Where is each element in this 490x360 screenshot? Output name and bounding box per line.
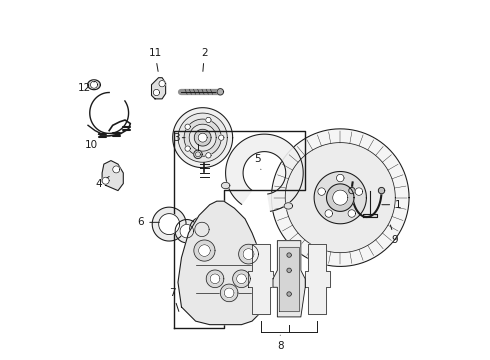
Polygon shape	[284, 203, 293, 209]
Polygon shape	[355, 188, 363, 195]
Polygon shape	[337, 174, 344, 182]
Polygon shape	[217, 89, 223, 95]
Polygon shape	[305, 244, 330, 314]
Polygon shape	[152, 207, 186, 241]
Polygon shape	[153, 89, 160, 96]
Polygon shape	[102, 177, 109, 184]
Polygon shape	[178, 113, 227, 162]
Polygon shape	[88, 80, 100, 90]
Text: 11: 11	[148, 48, 162, 71]
Polygon shape	[210, 274, 220, 284]
Polygon shape	[248, 244, 273, 314]
Polygon shape	[194, 240, 215, 261]
Polygon shape	[221, 183, 230, 189]
Polygon shape	[102, 161, 123, 190]
Polygon shape	[224, 288, 234, 298]
Polygon shape	[363, 213, 377, 217]
Polygon shape	[318, 188, 325, 195]
Text: 4: 4	[95, 176, 109, 189]
Polygon shape	[185, 146, 190, 151]
Text: 1: 1	[382, 200, 402, 210]
Polygon shape	[287, 268, 291, 273]
Polygon shape	[206, 270, 224, 288]
Text: 12: 12	[78, 81, 95, 93]
Polygon shape	[159, 213, 180, 235]
Polygon shape	[172, 108, 233, 168]
Text: 7: 7	[170, 288, 179, 311]
Polygon shape	[180, 224, 194, 238]
Polygon shape	[198, 245, 210, 256]
Polygon shape	[198, 133, 207, 142]
Polygon shape	[159, 81, 165, 87]
Polygon shape	[239, 244, 258, 264]
Polygon shape	[189, 124, 216, 151]
Polygon shape	[279, 247, 299, 311]
Polygon shape	[333, 190, 348, 205]
Polygon shape	[185, 124, 190, 130]
Polygon shape	[348, 210, 356, 217]
Polygon shape	[287, 253, 291, 257]
Polygon shape	[273, 241, 305, 317]
Polygon shape	[237, 274, 246, 284]
Polygon shape	[206, 153, 211, 158]
Polygon shape	[285, 143, 395, 253]
Polygon shape	[175, 220, 198, 243]
Text: 6: 6	[138, 217, 159, 227]
Polygon shape	[190, 217, 214, 242]
Text: 3: 3	[173, 133, 185, 143]
Polygon shape	[314, 171, 367, 224]
Polygon shape	[220, 284, 238, 302]
Polygon shape	[225, 134, 303, 211]
Text: 9: 9	[391, 225, 398, 245]
Polygon shape	[233, 270, 250, 288]
Polygon shape	[243, 249, 254, 260]
Polygon shape	[194, 150, 202, 158]
Polygon shape	[326, 184, 354, 211]
Text: 8: 8	[277, 335, 284, 351]
Polygon shape	[206, 117, 211, 123]
Polygon shape	[151, 78, 166, 99]
Polygon shape	[178, 201, 266, 325]
Polygon shape	[271, 129, 409, 266]
Polygon shape	[196, 152, 200, 157]
Polygon shape	[325, 210, 333, 217]
Polygon shape	[194, 129, 211, 146]
Polygon shape	[184, 119, 221, 156]
Text: 2: 2	[201, 48, 208, 71]
Polygon shape	[349, 188, 355, 194]
Polygon shape	[287, 292, 291, 296]
Polygon shape	[195, 222, 209, 237]
Polygon shape	[91, 81, 98, 88]
Polygon shape	[378, 188, 385, 194]
Polygon shape	[113, 166, 120, 173]
Polygon shape	[219, 135, 224, 140]
Text: 5: 5	[254, 154, 261, 170]
Text: 10: 10	[85, 134, 98, 150]
